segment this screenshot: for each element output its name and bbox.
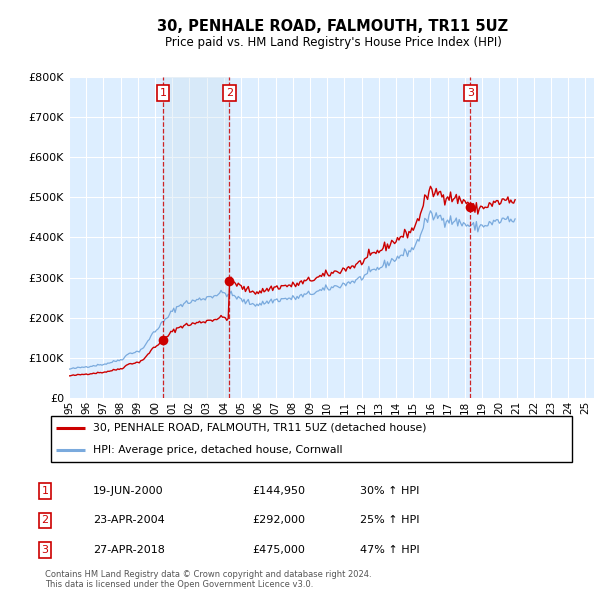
Text: This data is licensed under the Open Government Licence v3.0.: This data is licensed under the Open Gov… [45,579,313,589]
Text: 30, PENHALE ROAD, FALMOUTH, TR11 5UZ (detached house): 30, PENHALE ROAD, FALMOUTH, TR11 5UZ (de… [93,423,427,433]
Text: 30% ↑ HPI: 30% ↑ HPI [360,486,419,496]
Text: 23-APR-2004: 23-APR-2004 [93,516,165,525]
Text: 30, PENHALE ROAD, FALMOUTH, TR11 5UZ: 30, PENHALE ROAD, FALMOUTH, TR11 5UZ [157,19,509,34]
Text: 1: 1 [41,486,49,496]
Text: 27-APR-2018: 27-APR-2018 [93,545,165,555]
Text: £475,000: £475,000 [252,545,305,555]
Text: 19-JUN-2000: 19-JUN-2000 [93,486,164,496]
Text: 25% ↑ HPI: 25% ↑ HPI [360,516,419,525]
Text: Contains HM Land Registry data © Crown copyright and database right 2024.: Contains HM Land Registry data © Crown c… [45,570,371,579]
Text: Price paid vs. HM Land Registry's House Price Index (HPI): Price paid vs. HM Land Registry's House … [164,36,502,49]
Text: £144,950: £144,950 [252,486,305,496]
Text: 3: 3 [41,545,49,555]
FancyBboxPatch shape [50,416,572,462]
Text: 1: 1 [160,88,167,98]
Text: 2: 2 [41,516,49,525]
Bar [163,77,229,398]
Text: HPI: Average price, detached house, Cornwall: HPI: Average price, detached house, Corn… [93,445,343,455]
Text: £292,000: £292,000 [252,516,305,525]
Text: 47% ↑ HPI: 47% ↑ HPI [360,545,419,555]
Text: 2: 2 [226,88,233,98]
Text: 3: 3 [467,88,474,98]
